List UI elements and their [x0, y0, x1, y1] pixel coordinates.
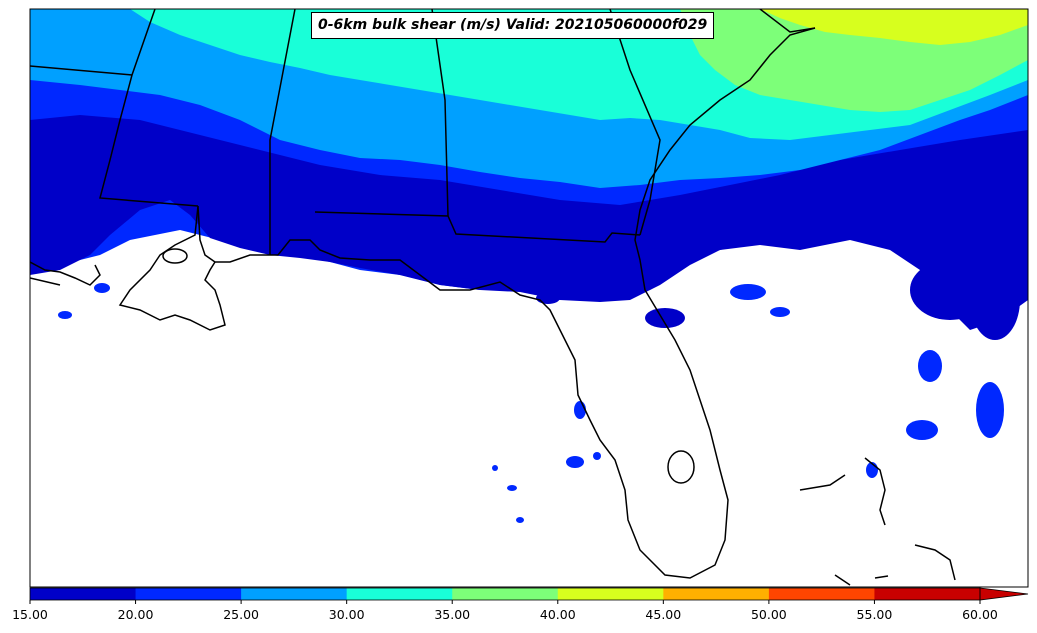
contour-40-45: [760, 9, 1028, 45]
lake-pontchartrain: [162, 248, 188, 264]
colorbar-segment: [30, 588, 137, 600]
colorbar-tick-label: 20.00: [117, 607, 154, 622]
colorbar-segment: [241, 588, 348, 600]
colorbar-tick-label: 25.00: [223, 607, 260, 622]
island: [864, 457, 886, 526]
isolated-cells: [58, 283, 1004, 523]
island: [874, 575, 889, 579]
colorbar-tick-label: 45.00: [645, 607, 682, 622]
lake-okeechobee: [667, 450, 695, 484]
state-border: [30, 277, 61, 286]
colorbar-tick-label: 60.00: [962, 607, 998, 622]
colorbar: [29, 587, 1029, 604]
colorbar-outline: [29, 587, 981, 601]
colorbar-extend-arrow: [979, 587, 1029, 601]
coastline: [197, 27, 816, 579]
state-border: [759, 9, 816, 33]
colorbar-tick-label: 30.00: [328, 607, 365, 622]
colorbar-tick-label: 40.00: [539, 607, 576, 622]
colorbar-tick-label: 35.00: [434, 607, 471, 622]
colorbar-segment: [452, 588, 559, 600]
map-title: 0-6km bulk shear (m/s) Valid: 2021050600…: [311, 12, 715, 39]
isolated-cells-dark: [536, 260, 1020, 340]
colorbar-segment: [135, 588, 242, 600]
colorbar-segment: [557, 588, 664, 600]
colorbar-segment: [874, 588, 981, 600]
state-border: [431, 9, 449, 217]
coastline: [118, 205, 226, 331]
colorbar-tick-label: 15.00: [12, 607, 48, 622]
state-border: [30, 65, 133, 76]
island: [799, 474, 846, 491]
contour-15-20: [30, 115, 1028, 330]
state-border: [314, 211, 641, 243]
shear-contours: [30, 9, 1028, 523]
state-border: [99, 9, 199, 207]
coastline: [30, 261, 101, 286]
island: [914, 544, 956, 581]
state-border: [269, 9, 296, 255]
plot-frame: [29, 8, 1029, 588]
state-border: [609, 9, 661, 236]
colorbar-segment: [346, 588, 453, 600]
colorbar-segment: [768, 588, 875, 600]
island: [834, 574, 851, 586]
colorbar-tick-label: 55.00: [856, 607, 893, 622]
colorbar-segment: [663, 588, 770, 600]
colorbar-tick-label: 50.00: [750, 607, 787, 622]
borders: [30, 9, 956, 586]
